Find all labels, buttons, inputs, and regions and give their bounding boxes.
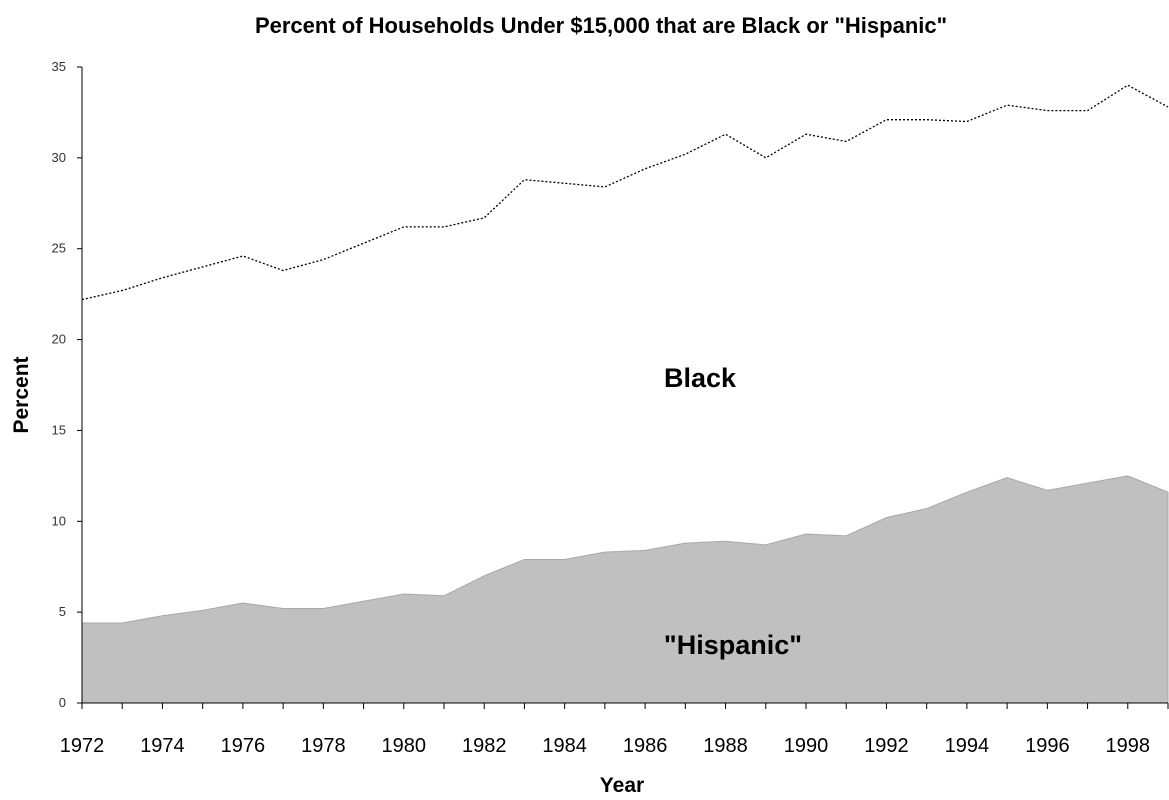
x-tick-label: 1984: [542, 735, 587, 757]
x-tick-label: 1986: [623, 735, 668, 757]
y-tick-label: 5: [59, 604, 66, 619]
x-tick-label: 1974: [140, 735, 185, 757]
x-tick-label: 1972: [60, 735, 105, 757]
x-tick-label: 1992: [864, 735, 909, 757]
y-tick-label: 30: [52, 150, 66, 165]
plot-area: [81, 84, 1169, 704]
annotation-hispanic: "Hispanic": [664, 630, 802, 660]
series-area-hispanic: [81, 475, 1169, 704]
x-tick-label: 1978: [301, 735, 346, 757]
x-axis: 1972 1974 1976 1978 1980 1982 1984 1986 1988 1990…: [60, 702, 1169, 757]
chart-title: Percent of Households Under $15,000 that…: [255, 13, 947, 38]
series-line-black: [81, 84, 1169, 301]
x-tick-label: 1990: [784, 735, 829, 757]
x-tick-label: 1996: [1025, 735, 1070, 757]
y-tick-label: 20: [52, 332, 66, 347]
y-tick-label: 35: [52, 59, 66, 74]
x-tick-label: 1994: [945, 735, 990, 757]
x-tick-label: 1980: [382, 735, 427, 757]
annotation-black: Black: [664, 363, 737, 393]
y-tick-label: 10: [52, 513, 66, 528]
x-tick-label: 1998: [1106, 735, 1151, 757]
y-tick-label: 0: [59, 695, 66, 710]
y-axis: 0 5 10 15 20 25 30 35: [52, 59, 83, 710]
x-tick-label: 1976: [221, 735, 266, 757]
x-tick-label: 1988: [703, 735, 748, 757]
y-tick-label: 15: [52, 422, 66, 437]
x-axis-label: Year: [600, 774, 644, 797]
y-axis-label: Percent: [10, 356, 33, 433]
x-tick-label: 1982: [462, 735, 507, 757]
y-tick-label: 25: [52, 241, 66, 256]
